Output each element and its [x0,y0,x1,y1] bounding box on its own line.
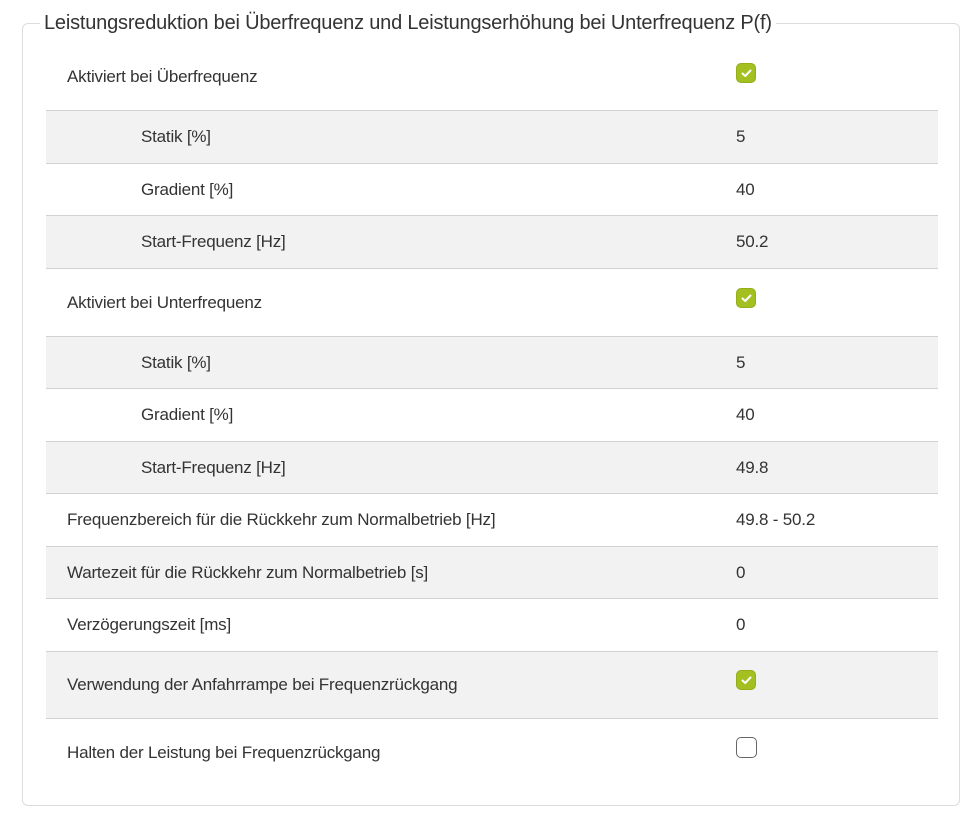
row-frequenzbereich: Frequenzbereich für die Rückkehr zum Nor… [46,494,938,547]
row-label: Verwendung der Anfahrrampe bei Frequenzr… [67,675,458,694]
row-startfrequenz-ueber: Start-Frequenz [Hz] 50.2 [46,216,938,269]
row-label: Start-Frequenz [Hz] [141,457,286,477]
row-label: Gradient [%] [141,405,234,424]
row-value: 0 [736,562,746,582]
checkmark-icon [741,69,752,77]
settings-table: Aktiviert bei Überfrequenz Statik [%] 5 … [46,44,938,786]
row-anfahrrampe: Verwendung der Anfahrrampe bei Frequenzr… [46,652,938,719]
row-label: Gradient [%] [141,179,234,199]
row-verzoegerungszeit: Verzögerungszeit [ms] 0 [46,599,938,652]
row-label: Aktiviert bei Unterfrequenz [67,292,262,312]
aktiviert-ueberfrequenz-checkbox[interactable] [736,63,756,83]
section-title: Leistungsreduktion bei Überfrequenz und … [40,9,776,37]
row-label: Verzögerungszeit [ms] [67,615,231,634]
row-value: 5 [736,352,746,372]
row-label: Halten der Leistung bei Frequenzrückgang [67,742,381,762]
row-label: Aktiviert bei Überfrequenz [67,67,258,86]
row-aktiviert-unterfrequenz: Aktiviert bei Unterfrequenz [46,269,938,337]
row-value: 40 [736,179,755,199]
row-statik-unter: Statik [%] 5 [46,337,938,389]
row-wartezeit: Wartezeit für die Rückkehr zum Normalbet… [46,547,938,599]
row-halten-leistung: Halten der Leistung bei Frequenzrückgang [46,719,938,786]
checkmark-icon [741,676,752,684]
halten-leistung-checkbox[interactable] [736,737,757,758]
row-label: Frequenzbereich für die Rückkehr zum Nor… [67,510,496,529]
row-value: 5 [736,127,746,146]
row-startfrequenz-unter: Start-Frequenz [Hz] 49.8 [46,442,938,494]
aktiviert-unterfrequenz-checkbox[interactable] [736,288,756,308]
row-value: 40 [736,405,755,424]
checkmark-icon [741,294,752,302]
row-aktiviert-ueberfrequenz: Aktiviert bei Überfrequenz [46,44,938,111]
row-value: 49.8 [736,457,769,477]
row-label: Wartezeit für die Rückkehr zum Normalbet… [67,562,429,582]
row-label: Statik [%] [141,352,211,372]
row-value: 0 [736,615,746,634]
anfahrrampe-checkbox[interactable] [736,670,756,690]
row-value: 50.2 [736,232,769,251]
row-statik-ueber: Statik [%] 5 [46,111,938,164]
row-gradient-unter: Gradient [%] 40 [46,389,938,442]
row-value: 49.8 - 50.2 [736,510,816,529]
row-label: Start-Frequenz [Hz] [141,232,286,251]
row-label: Statik [%] [141,127,211,146]
row-gradient-ueber: Gradient [%] 40 [46,164,938,216]
